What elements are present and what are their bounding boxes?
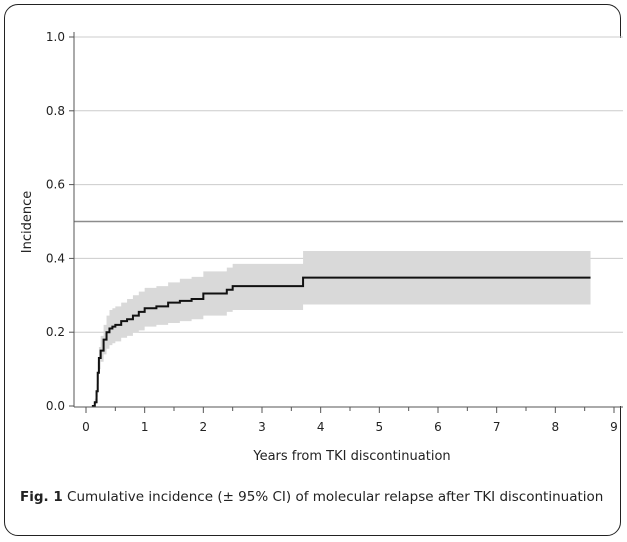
x-tick-label: 6 — [434, 420, 442, 434]
y-tick-label: 0.8 — [46, 104, 65, 118]
x-ticks: 0 1 2 3 4 5 6 7 8 9 — [82, 407, 618, 434]
caption-text: Cumulative incidence (± 95% CI) of molec… — [62, 489, 604, 505]
y-tick-label: 0.0 — [46, 399, 65, 413]
x-tick-label: 3 — [258, 420, 266, 434]
incidence-curve — [91, 276, 591, 407]
x-tick-label: 1 — [141, 420, 149, 434]
y-tick-label: 0.4 — [46, 251, 65, 265]
curve-group — [91, 276, 591, 407]
confidence-band — [91, 251, 591, 406]
x-tick-label: 0 — [82, 420, 90, 434]
ci-band-group — [91, 251, 591, 406]
x-tick-label: 8 — [552, 420, 560, 434]
x-tick-label: 7 — [493, 420, 501, 434]
y-tick-label: 1.0 — [46, 30, 65, 44]
y-tick-label: 0.6 — [46, 178, 65, 192]
caption-label: Fig. 1 — [20, 489, 63, 505]
y-axis-title: Incidence — [20, 191, 35, 253]
y-ticks: 0.0 0.2 0.4 0.6 0.8 1.0 — [46, 30, 74, 413]
x-tick-label: 4 — [317, 420, 325, 434]
x-tick-label: 5 — [376, 420, 384, 434]
x-tick-label: 2 — [200, 420, 208, 434]
y-tick-label: 0.2 — [46, 325, 65, 339]
figure-caption: Fig. 1 Cumulative incidence (± 95% CI) o… — [20, 487, 612, 508]
x-axis-title: Years from TKI discontinuation — [252, 449, 450, 464]
x-tick-label: 9 — [610, 420, 618, 434]
